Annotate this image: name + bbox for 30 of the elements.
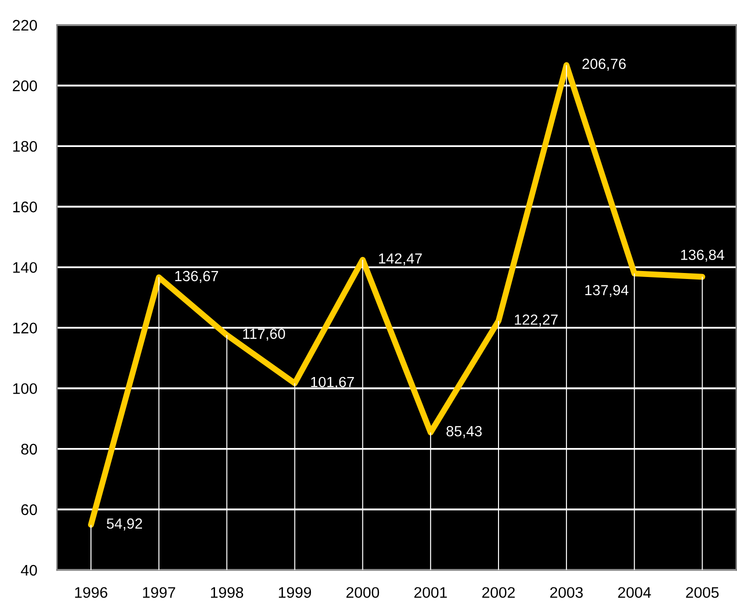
y-tick-label: 120 — [13, 322, 37, 334]
x-tick-label: 1999 — [278, 587, 312, 598]
x-tick-label: 2000 — [346, 587, 380, 598]
data-label: 117,60 — [243, 328, 286, 341]
y-tick-label: 200 — [12, 80, 37, 92]
y-tick-label: 180 — [13, 140, 37, 152]
data-label: 206,76 — [582, 58, 626, 71]
y-tick-label: 40 — [20, 564, 37, 576]
x-tick-label: 2002 — [482, 587, 515, 598]
data-label: 101,67 — [311, 376, 354, 389]
x-tick-label: 1998 — [210, 587, 244, 598]
y-tick-label: 220 — [12, 20, 37, 31]
x-tick-label: 2004 — [618, 587, 651, 598]
data-label: 136,67 — [175, 270, 218, 283]
y-tick-label: 60 — [21, 504, 37, 516]
y-tick-label: 80 — [21, 444, 37, 455]
x-tick-label: 2001 — [414, 587, 447, 598]
y-tick-label: 100 — [13, 383, 37, 394]
y-tick-label: 140 — [13, 262, 37, 273]
data-label: 142,47 — [379, 253, 422, 266]
data-label: 54,92 — [106, 518, 142, 530]
data-label: 137,94 — [585, 284, 628, 298]
x-tick-label: 1996 — [75, 587, 108, 598]
data-label: 122,27 — [514, 314, 558, 327]
data-label: 136,84 — [681, 250, 724, 262]
x-tick-label: 2003 — [550, 587, 583, 598]
data-label: 85,43 — [446, 426, 482, 438]
x-tick-label: 2005 — [686, 587, 719, 598]
y-tick-label: 160 — [13, 202, 37, 212]
x-tick-label: 1997 — [143, 587, 176, 598]
